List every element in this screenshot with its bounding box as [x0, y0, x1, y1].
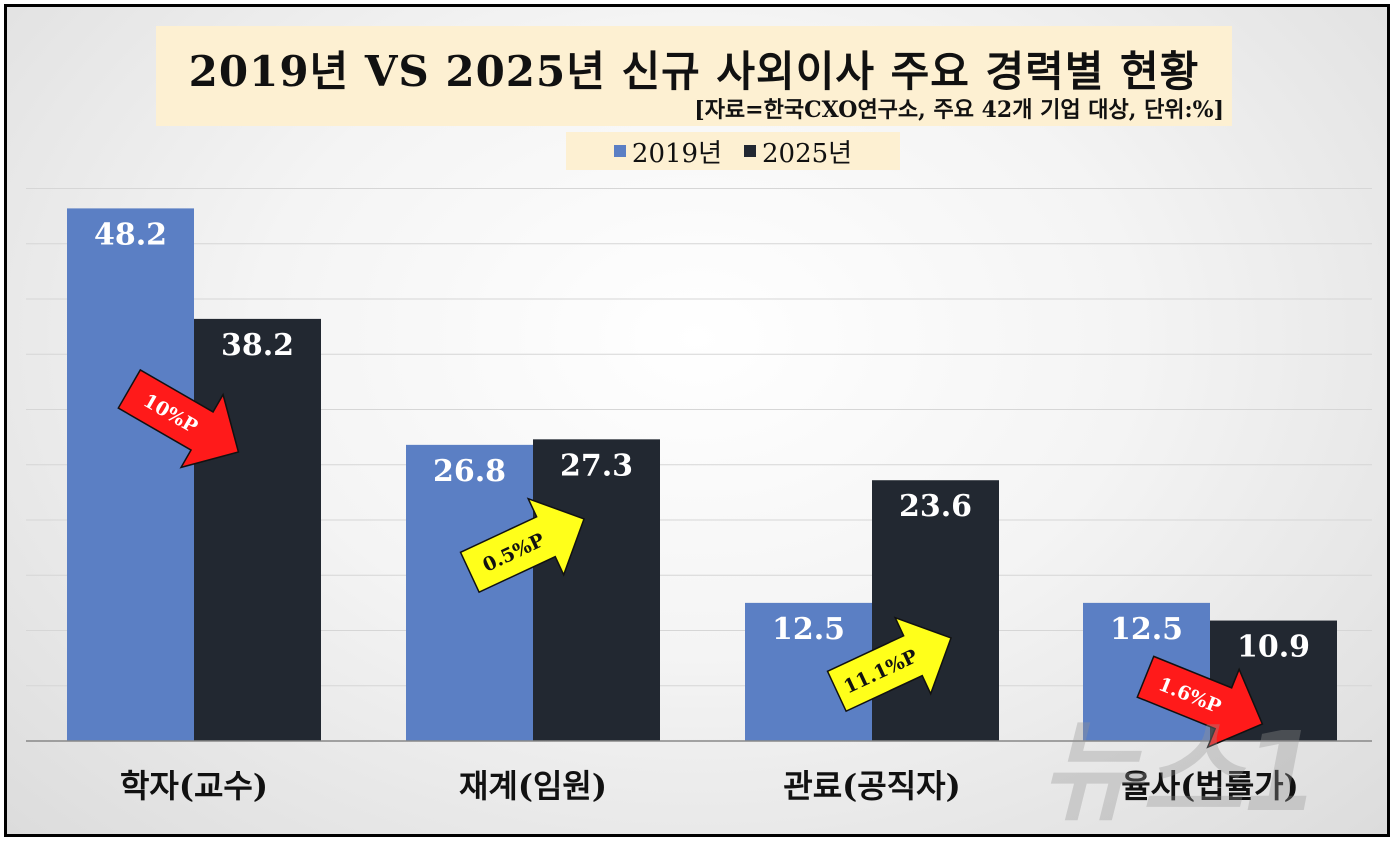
data-label-2019-1: 26.8 [433, 454, 506, 489]
category-label-1: 재계(임원) [459, 767, 607, 805]
legend-item-2025: 2025년 [744, 133, 852, 170]
change-arrow-3: 1.6%P [1136, 655, 1264, 749]
arrow-shape-0 [117, 368, 240, 469]
bar-2025-2 [872, 480, 999, 741]
arrow-shape-3 [1136, 655, 1264, 749]
data-label-2025-0: 38.2 [221, 328, 294, 363]
legend-swatch-2025 [744, 145, 756, 157]
category-label-0: 학자(교수) [120, 767, 268, 805]
legend-item-2019: 2019년 [613, 133, 722, 170]
category-label-2: 관료(공직자) [783, 767, 960, 805]
chart-title: 2019년 VS 2025년 신규 사외이사 주요 경력별 현황 [188, 47, 1200, 96]
arrow-shape-1 [459, 497, 585, 594]
data-label-2019-2: 12.5 [772, 612, 845, 647]
data-label-2019-0: 48.2 [94, 217, 167, 252]
bar-2019-0 [67, 208, 194, 741]
data-label-2025-3: 10.9 [1237, 630, 1310, 665]
data-label-2025-2: 23.6 [899, 489, 972, 524]
data-label-2019-3: 12.5 [1110, 612, 1183, 647]
legend: 2019년 2025년 [566, 132, 900, 170]
chart-subtitle: [자료=한국CXO연구소, 주요 42개 기업 대상, 단위:%] [694, 97, 1224, 123]
legend-swatch-2019 [613, 145, 626, 157]
arrow-shape-2 [826, 616, 952, 713]
legend-label-2019: 2019년 [631, 138, 722, 169]
change-arrow-1: 0.5%P [459, 497, 585, 594]
title-box: 2019년 VS 2025년 신규 사외이사 주요 경력별 현황 [자료=한국C… [156, 26, 1232, 126]
bar-2025-1 [533, 439, 660, 741]
data-label-2025-1: 27.3 [560, 448, 633, 483]
watermark-logo: 뉴스1 [1041, 708, 1320, 836]
category-label-3: 율사(법률가) [1121, 767, 1298, 805]
bar-2025-0 [194, 318, 321, 741]
legend-label-2025: 2025년 [762, 138, 853, 169]
bar-2019-1 [406, 444, 533, 741]
